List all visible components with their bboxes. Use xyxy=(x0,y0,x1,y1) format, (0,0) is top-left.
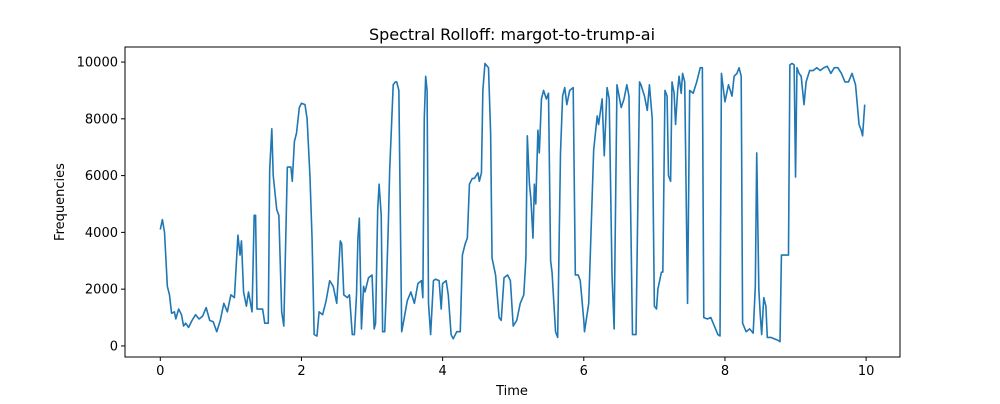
y-axis-label: Frequencies xyxy=(53,163,68,241)
plot-frame xyxy=(124,46,901,358)
x-tick-label: 6 xyxy=(580,364,588,379)
x-axis-label: Time xyxy=(495,384,528,399)
x-tick-label: 4 xyxy=(438,364,446,379)
y-tick-label: 2000 xyxy=(85,283,118,298)
y-tick-label: 0 xyxy=(110,339,118,354)
x-tick-label: 2 xyxy=(297,364,305,379)
y-tick-label: 10000 xyxy=(77,56,118,71)
x-tick-label: 10 xyxy=(858,364,875,379)
data-line xyxy=(159,62,866,343)
y-tick-label: 4000 xyxy=(85,226,118,241)
x-tick-label: 8 xyxy=(721,364,729,379)
chart-title: Spectral Rolloff: margot-to-trump-ai xyxy=(369,25,655,44)
y-tick-label: 6000 xyxy=(85,169,118,184)
y-tick-label: 8000 xyxy=(85,112,118,127)
x-tick-label: 0 xyxy=(156,364,164,379)
